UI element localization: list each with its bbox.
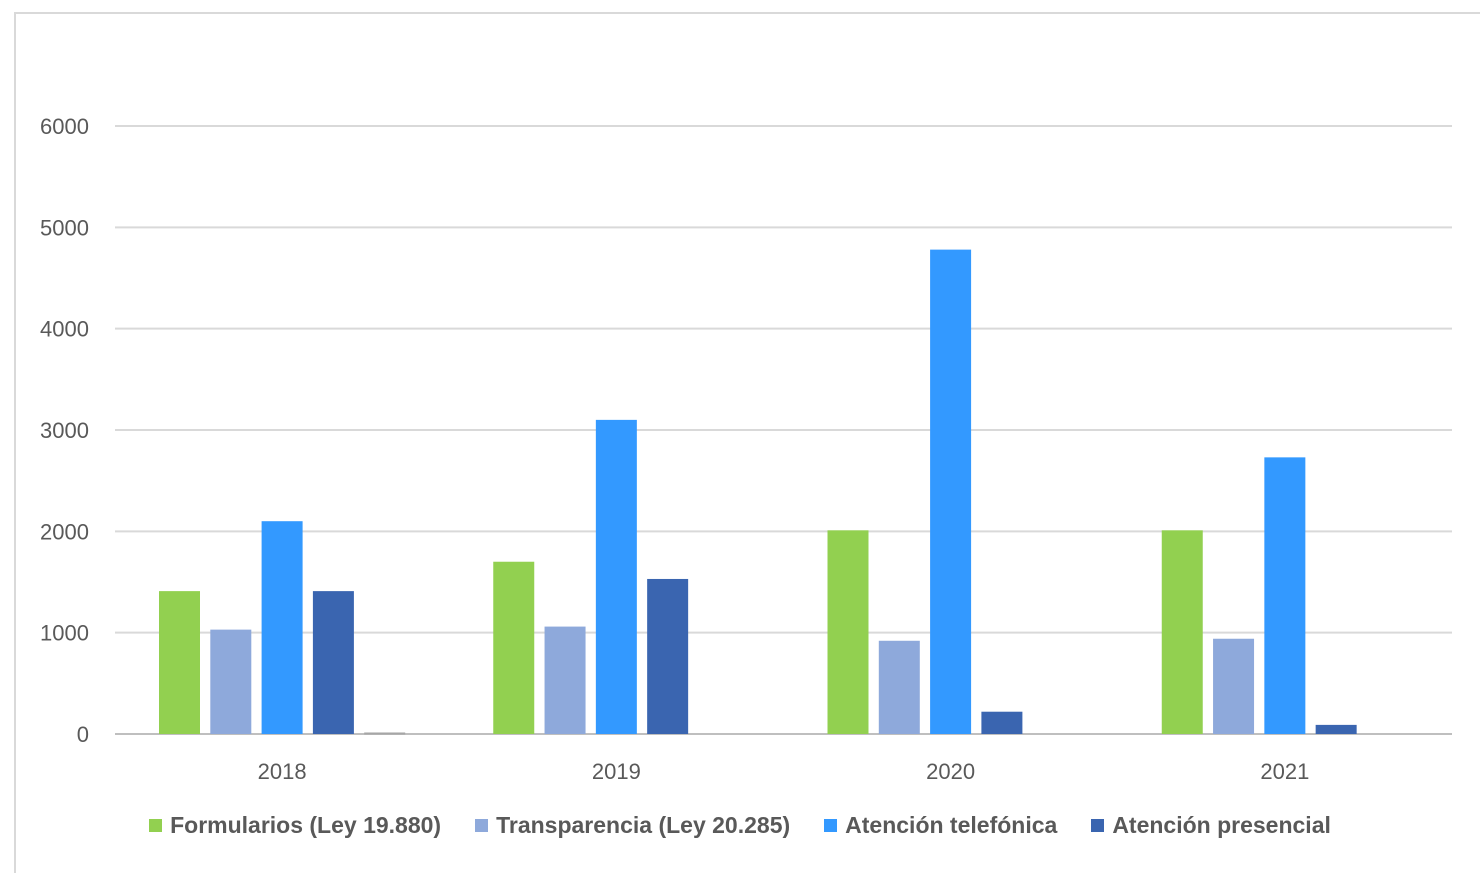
bar-atencion-presencial-2018[interactable]: [312, 591, 354, 734]
bar-atencion-telefonica-2018[interactable]: [261, 521, 303, 734]
legend-swatch-atencion-telefonica: [824, 819, 838, 832]
x-tick-label-2021: 2021: [1260, 759, 1309, 784]
bar-formularios-ley-19-880-2021[interactable]: [1161, 530, 1203, 734]
legend-label-formularios: Formularios (Ley 19.880): [170, 812, 442, 838]
bar-atencion-presencial-2020[interactable]: [981, 711, 1023, 734]
bar-atencion-telefonica-2021[interactable]: [1264, 457, 1306, 734]
y-tick-label-1000: 1000: [40, 621, 89, 646]
legend-swatch-formularios: [149, 819, 163, 832]
legend-label-atencion-presencial: Atención presencial: [1112, 812, 1331, 838]
legend-label-atencion-telefonica: Atención telefónica: [845, 812, 1058, 838]
y-tick-label-2000: 2000: [40, 519, 89, 544]
bar-unlabeled-2018[interactable]: [364, 732, 406, 735]
legend-item-atencion-telefonica[interactable]: Atención telefónica: [824, 812, 1057, 839]
bar-formularios-ley-19-880-2020[interactable]: [827, 530, 869, 734]
legend-item-formularios[interactable]: Formularios (Ley 19.880): [149, 812, 441, 839]
bar-formularios-ley-19-880-2018[interactable]: [159, 591, 200, 734]
bar-atencion-presencial-2019[interactable]: [647, 578, 689, 734]
bar-transparencia-ley-20-285-2019[interactable]: [544, 626, 586, 734]
y-tick-label-5000: 5000: [40, 215, 89, 240]
bars: [159, 249, 1357, 735]
legend-swatch-transparencia: [475, 819, 489, 832]
legend: Formularios (Ley 19.880) Transparencia (…: [0, 812, 1480, 839]
legend-swatch-atencion-presencial: [1091, 819, 1105, 832]
legend-label-transparencia: Transparencia (Ley 20.285): [496, 812, 791, 838]
x-tick-label-2018: 2018: [258, 759, 307, 784]
legend-item-transparencia[interactable]: Transparencia (Ley 20.285): [475, 812, 790, 839]
y-tick-label-3000: 3000: [40, 418, 89, 443]
bar-transparencia-ley-20-285-2020[interactable]: [878, 640, 920, 734]
y-tick-label-6000: 6000: [40, 114, 89, 139]
y-axis-ticks: 0 1000 2000 3000 4000 5000 6000: [40, 114, 89, 747]
y-tick-label-4000: 4000: [40, 317, 89, 342]
legend-item-atencion-presencial[interactable]: Atención presencial: [1091, 812, 1331, 839]
x-tick-label-2020: 2020: [926, 759, 975, 784]
bar-atencion-telefonica-2019[interactable]: [595, 419, 637, 734]
bar-atencion-presencial-2021[interactable]: [1315, 724, 1357, 734]
x-axis-ticks: 2018 2019 2020 2021: [258, 759, 1310, 784]
bar-atencion-telefonica-2020[interactable]: [930, 249, 972, 735]
bar-formularios-ley-19-880-2019[interactable]: [493, 561, 535, 734]
y-tick-label-0: 0: [77, 722, 89, 747]
bar-transparencia-ley-20-285-2018[interactable]: [210, 629, 252, 734]
x-tick-label-2019: 2019: [592, 759, 641, 784]
bar-transparencia-ley-20-285-2021[interactable]: [1213, 638, 1255, 734]
